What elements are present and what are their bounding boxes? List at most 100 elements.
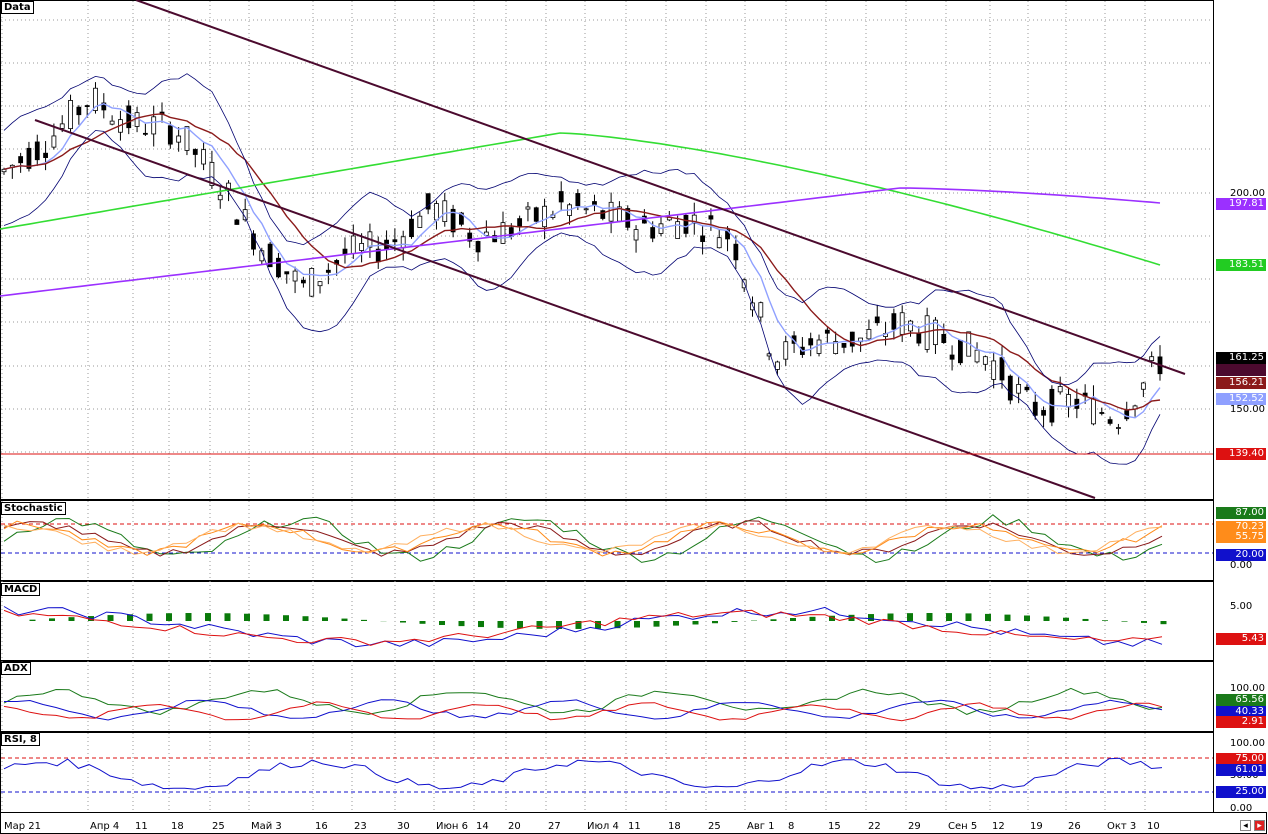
candle-body-90 [750,302,755,311]
adx-tag-0: 65.56 [1216,694,1266,706]
candle-body-108 [899,312,905,335]
candle-body-76 [633,229,639,241]
candle-body-13 [109,120,115,125]
adx-tag-1: 40.33 [1216,706,1266,718]
x-axis-label: 15 [828,821,841,832]
candle-body-22 [184,126,190,151]
macd-hist-41 [809,616,816,621]
macd-signal-line [3,609,1163,646]
macd-hist-52 [1024,615,1030,621]
price-tag-2: 161.25 [1216,352,1266,364]
candle-body-122 [1016,384,1022,394]
macd-hist-39 [770,619,777,621]
x-axis-label: 11 [628,821,641,832]
macd-hist-37 [731,621,738,622]
macd-hist-28 [556,621,562,629]
candle-body-123 [1024,386,1030,391]
macd-hist-36 [712,621,718,624]
x-axis-label: 10 [1147,821,1160,832]
macd-hist-45 [887,613,894,621]
stoch-k-line [3,514,1163,564]
candle-body-83 [691,214,697,224]
candle-body-52 [434,203,439,221]
macd-hist-22 [439,621,445,626]
pane-frame-0 [0,0,1214,500]
candle-body-60 [500,222,506,244]
price-tag-4: 156.21 [1216,377,1266,389]
macd-hist-35 [692,621,699,625]
pane-frame-4 [0,732,1214,813]
candle-body-12 [101,102,107,111]
x-axis-label: 25 [708,821,721,832]
candle-body-32 [267,243,273,268]
candle-body-3 [26,147,32,169]
x-axis-label: 23 [354,821,367,832]
candle-body-6 [51,135,57,148]
x-axis-label: 27 [548,821,561,832]
candle-body-30 [251,233,256,250]
scroll-left-icon[interactable]: ◂ [1240,820,1251,831]
candle-body-88 [733,243,739,261]
candle-body-86 [716,237,722,249]
x-axis-label: 14 [476,821,489,832]
candle-body-82 [683,215,689,234]
candle-body-31 [259,250,265,262]
macd-hist-53 [1043,616,1050,621]
x-axis-label: Июн 6 [436,821,468,832]
candle-body-55 [459,212,464,225]
candle-body-42 [350,235,356,254]
macd-hist-57 [1121,621,1128,622]
x-axis-label: 22 [868,821,881,832]
candle-body-124 [1032,401,1038,416]
macd-hist-46 [907,613,913,621]
macd-hist-55 [1082,618,1089,621]
candle-body-125 [1041,410,1046,416]
x-axis-label: 29 [908,821,921,832]
candle-body-67 [558,191,564,203]
macd-hist-9 [185,613,192,621]
candle-body-34 [284,271,290,275]
macd-hist-49 [965,613,972,621]
x-axis-label: Апр 4 [90,821,120,832]
macd-hist-30 [595,621,601,629]
scroll-right-icon[interactable]: ▸ [1254,820,1265,831]
macd-hist-23 [458,621,465,627]
candle-body-35 [292,270,298,282]
x-axis-label: 26 [1068,821,1081,832]
x-axis-label: 11 [135,821,148,832]
candle-body-47 [392,239,398,243]
stoch-slow2-line [3,521,1163,555]
candle-body-33 [276,257,281,278]
rsi-tick-100: 100.00 [1230,738,1265,749]
price-tick-200: 200.00 [1230,188,1265,199]
rsi-tag-0: 75.00 [1216,753,1266,765]
candle-body-24 [201,149,206,165]
candle-body-49 [409,218,414,238]
candle-body-20 [167,125,173,145]
rsi-tag-2: 25.00 [1216,786,1266,798]
candle-body-8 [68,100,73,130]
x-axis-label: Окт 3 [1107,821,1137,832]
candle-body-73 [608,201,614,222]
macd-hist-15 [302,616,309,621]
x-axis-label: 19 [1030,821,1043,832]
macd-hist-47 [926,613,933,621]
macd-hist-32 [634,621,640,628]
macd-hist-29 [575,621,582,629]
macd-hist-21 [419,621,426,624]
rsi-pane-label: RSI, 8 [1,733,40,746]
macd-hist-31 [614,621,621,629]
candle-body-17 [142,132,148,135]
price-tick-150: 150.00 [1230,404,1265,415]
candle-body-39 [325,269,331,273]
x-axis-label: Авг 1 [747,821,775,832]
candle-body-115 [958,339,963,364]
stoch-tag-3: 20.00 [1216,549,1266,561]
macd-hist-58 [1141,621,1147,623]
x-axis-label: 25 [212,821,225,832]
candle-body-128 [1066,394,1071,408]
candle-body-21 [176,135,182,143]
macd-hist-14 [283,615,289,621]
price-tag-3 [1216,364,1266,376]
x-axis-label: Июл 4 [587,821,619,832]
